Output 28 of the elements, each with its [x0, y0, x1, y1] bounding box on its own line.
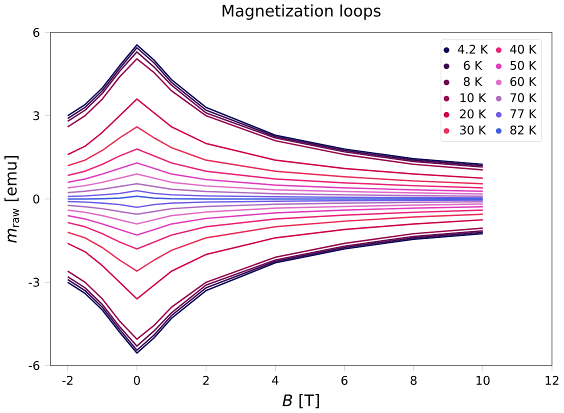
legend-label: 20 K — [460, 110, 486, 119]
legend-label: 10 K — [460, 93, 486, 102]
y-tick-label: -6 — [28, 361, 40, 370]
legend-label: 6 K — [464, 61, 482, 70]
legend-label: 50 K — [510, 61, 537, 70]
legend-label: 77 K — [510, 110, 537, 118]
legend-label: 40 K — [510, 44, 537, 54]
y-tick-label: -3 — [28, 278, 40, 287]
x-tick-label: 10 — [476, 376, 490, 386]
legend-label: 4.2 K — [458, 44, 488, 54]
x-tick-label: -2 — [62, 376, 72, 385]
legend-label: 82 K — [510, 126, 537, 135]
legend-label: 70 K — [510, 93, 537, 102]
legend-label: 30 K — [460, 126, 486, 135]
x-tick-label: 4 — [272, 376, 278, 385]
x-axis-title: B [T] — [282, 394, 319, 408]
y-axis-title: m$_{raw}$ [emu] — [4, 156, 20, 243]
legend-label: 60 K — [510, 77, 537, 86]
x-tick-label: 2 — [203, 376, 209, 385]
x-tick-label: 6 — [341, 376, 348, 386]
y-tick-label: 0 — [33, 194, 40, 204]
chart-title: Magnetization loops — [222, 4, 381, 20]
legend-label: 8 K — [464, 77, 482, 86]
y-tick-label: 3 — [33, 111, 40, 120]
x-tick-label: 0 — [134, 376, 140, 386]
x-tick-label: 12 — [546, 376, 558, 385]
y-tick-label: 6 — [33, 28, 40, 38]
x-tick-label: 8 — [410, 376, 417, 386]
